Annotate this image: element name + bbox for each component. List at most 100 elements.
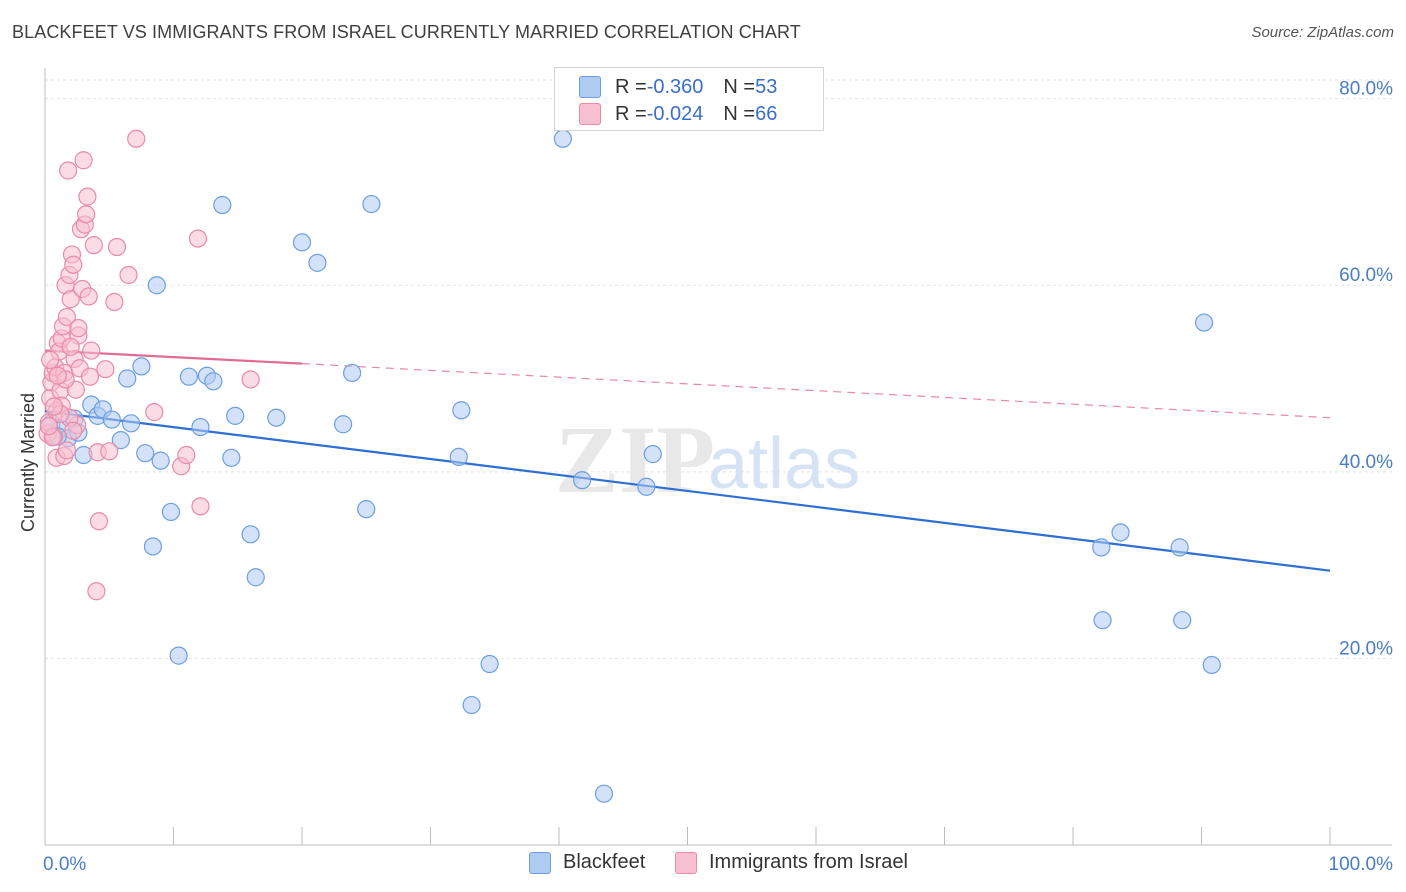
watermark-zip: ZIP: [555, 406, 715, 513]
legend-r-value: -0.024: [646, 102, 704, 125]
point-blackfeet: [357, 500, 376, 519]
point-israel: [64, 255, 83, 274]
point-blackfeet: [452, 401, 471, 420]
x-tick-label: 0.0%: [43, 854, 86, 875]
point-israel: [177, 445, 196, 465]
point-israel: [59, 161, 78, 180]
legend-n-label: N =: [723, 75, 756, 98]
gridlines: [45, 79, 1392, 659]
point-israel: [80, 367, 100, 386]
point-israel: [191, 497, 210, 516]
legend-n-value: 66: [755, 102, 778, 125]
point-blackfeet: [553, 129, 572, 148]
source-label: Source: ZipAtlas.com: [1251, 24, 1394, 41]
point-blackfeet: [1202, 655, 1221, 675]
point-blackfeet: [118, 369, 137, 388]
point-blackfeet: [292, 233, 312, 252]
point-israel: [84, 236, 103, 255]
point-israel: [100, 442, 119, 461]
point-blackfeet: [136, 444, 155, 463]
y-tick-label: 80.0%: [1339, 79, 1393, 100]
legend-row-israel: R = -0.024 N = 66: [555, 100, 777, 128]
legend-swatch-israel: [579, 103, 601, 125]
point-israel: [48, 366, 67, 385]
point-israel: [78, 187, 97, 206]
point-israel: [61, 290, 80, 309]
point-israel: [74, 151, 93, 170]
point-israel: [241, 370, 260, 389]
point-israel: [39, 417, 58, 436]
point-blackfeet: [449, 447, 468, 467]
point-blackfeet: [594, 784, 614, 803]
point-israel: [105, 292, 124, 312]
point-blackfeet: [246, 568, 265, 587]
y-tick-label: 40.0%: [1339, 452, 1393, 473]
point-blackfeet: [1194, 313, 1214, 332]
point-israel: [127, 129, 146, 148]
point-blackfeet: [102, 410, 121, 429]
point-israel: [89, 512, 109, 531]
point-blackfeet: [637, 477, 656, 496]
legend-row-blackfeet: R = -0.360 N = 53: [555, 73, 777, 101]
point-blackfeet: [480, 654, 499, 674]
point-blackfeet: [191, 417, 210, 437]
bottom-legend-label: Immigrants from Israel: [709, 851, 908, 873]
legend-r-label: R =: [615, 102, 647, 125]
point-israel: [119, 265, 138, 285]
bottom-legend-swatch-blackfeet: [529, 851, 551, 874]
point-israel: [79, 287, 98, 306]
bottom-legend-blackfeet: Blackfeet: [529, 851, 645, 874]
legend-n-label: N =: [723, 102, 756, 125]
point-blackfeet: [573, 471, 592, 490]
point-israel: [69, 319, 88, 338]
point-blackfeet: [1092, 538, 1111, 557]
legend-n-value: 53: [755, 75, 778, 98]
point-israel: [57, 307, 76, 327]
point-israel: [57, 441, 76, 460]
zipatlas-watermark: ZIP atlas: [555, 406, 860, 513]
point-blackfeet: [179, 367, 199, 386]
watermark-atlas: atlas: [708, 424, 860, 504]
point-blackfeet: [1173, 611, 1192, 630]
point-israel: [64, 421, 83, 440]
axes: [44, 68, 1392, 846]
point-israel: [145, 403, 164, 422]
point-israel: [87, 582, 106, 601]
point-blackfeet: [121, 414, 141, 433]
bottom-legend-swatch-israel: [675, 851, 697, 874]
point-blackfeet: [226, 406, 245, 425]
bottom-legend-label: Blackfeet: [563, 851, 646, 873]
point-blackfeet: [132, 357, 151, 376]
point-israel: [188, 229, 208, 248]
point-blackfeet: [111, 431, 130, 450]
point-blackfeet: [151, 451, 170, 470]
tick-labels: 20.0% 40.0% 60.0% 80.0% 0.0% 100.0%: [43, 79, 1393, 875]
point-blackfeet: [241, 525, 260, 544]
legend-r-value: -0.360: [646, 75, 704, 98]
point-blackfeet: [362, 194, 381, 214]
trend-line-israel-extension: [301, 363, 1331, 419]
point-blackfeet: [343, 363, 362, 383]
point-israel: [44, 397, 64, 416]
chart-title: BLACKFEET VS IMMIGRANTS FROM ISRAEL CURR…: [12, 22, 801, 42]
point-israel: [82, 341, 101, 360]
point-blackfeet: [143, 537, 163, 556]
point-blackfeet: [213, 195, 232, 215]
point-israel: [77, 205, 96, 224]
point-blackfeet: [169, 646, 188, 665]
x-tick-label: 100.0%: [1329, 854, 1394, 875]
point-blackfeet: [1170, 538, 1189, 557]
point-israel: [107, 237, 127, 257]
bottom-legend-israel: Immigrants from Israel: [675, 851, 908, 874]
point-blackfeet: [222, 448, 241, 467]
point-blackfeet: [204, 372, 223, 391]
legend-r-label: R =: [615, 75, 647, 98]
point-israel: [41, 350, 60, 369]
y-tick-label: 60.0%: [1339, 265, 1393, 286]
point-blackfeet: [334, 415, 353, 434]
y-tick-label: 20.0%: [1339, 638, 1393, 659]
trend-line-blackfeet: [44, 410, 1331, 572]
y-axis-label: Currently Married: [18, 393, 38, 532]
point-blackfeet: [161, 502, 181, 522]
point-blackfeet: [147, 276, 166, 295]
